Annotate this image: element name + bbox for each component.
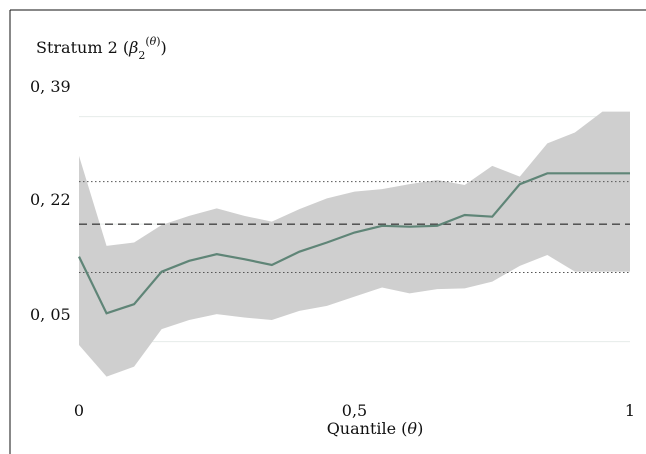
y-tick-label-0: 0, 05 — [30, 305, 71, 324]
y-tick-label-1: 0, 22 — [30, 190, 71, 209]
confidence-band — [79, 111, 630, 377]
x-axis-label: Quantile (θ) — [327, 419, 424, 438]
estimate-line — [78, 172, 630, 315]
reference-lines — [79, 181, 630, 273]
x-tick-label-1: 0,5 — [342, 401, 367, 420]
y-tick-labels: 0, 05 0, 22 0, 39 — [30, 77, 71, 324]
x-tick-labels: 0 0,5 1 — [74, 401, 635, 420]
y-tick-label-2: 0, 39 — [30, 77, 71, 96]
x-tick-label-0: 0 — [74, 401, 84, 420]
x-tick-label-2: 1 — [625, 401, 635, 420]
